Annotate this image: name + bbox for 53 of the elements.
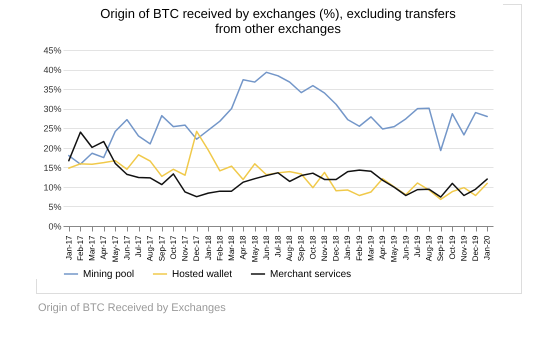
x-tick-label: Feb-17 — [76, 234, 85, 261]
x-tick-label: May-19 — [390, 234, 399, 262]
y-tick-label: 15% — [43, 162, 62, 173]
x-tick-label: Aug-19 — [424, 234, 434, 262]
x-tick-label: Sep-18 — [296, 234, 306, 262]
x-tick-label: Dec-18 — [332, 234, 341, 262]
x-tick-label: Apr-18 — [238, 234, 248, 260]
y-tick-label: 0% — [48, 222, 62, 232]
x-tick-label: Sep-17 — [157, 234, 166, 262]
x-tick-label: Apr-19 — [378, 234, 388, 260]
x-tick-label: Jan-17 — [64, 234, 74, 260]
y-tick-label: 45% — [43, 46, 62, 56]
x-tick-label: Jul-17 — [134, 234, 144, 258]
y-tick-label: 35% — [43, 84, 62, 95]
x-tick-label: Aug-18 — [285, 234, 294, 262]
x-tick-label: Oct-17 — [168, 234, 178, 260]
x-tick-label: Sep-19 — [436, 234, 446, 262]
x-tick-label: Jun-19 — [401, 234, 410, 260]
x-tick-label: Mar-19 — [366, 234, 376, 261]
x-tick-label: May-17 — [110, 234, 120, 262]
x-tick-label: Jul-18 — [274, 234, 282, 258]
y-tick-label: 30% — [43, 104, 62, 114]
x-tick-label: Jun-17 — [122, 234, 132, 260]
x-tick-label: Dec-17 — [192, 234, 202, 262]
legend-label: Mining pool — [83, 269, 134, 280]
x-tick-label: May-18 — [250, 234, 260, 262]
x-tick-label: Mar-18 — [227, 234, 236, 261]
y-tick-label: 10% — [43, 182, 62, 192]
x-tick-label: Feb-19 — [354, 234, 364, 261]
y-tick-label: 5% — [48, 202, 62, 212]
x-tick-label: Aug-17 — [146, 234, 155, 262]
x-tick-label: Jan-19 — [343, 234, 352, 260]
x-tick-label: Oct-19 — [448, 234, 457, 260]
x-tick-label: Jan-20 — [482, 234, 492, 260]
x-tick-label: Oct-18 — [308, 234, 318, 260]
y-tick-label: 25% — [43, 124, 62, 134]
legend-label: Hosted wallet — [172, 269, 232, 280]
y-tick-label: 40% — [43, 65, 62, 76]
text: Origin of BTC Received by Exchanges — [38, 302, 226, 314]
x-tick-label: Nov-17 — [180, 234, 190, 262]
chart-title: Origin of BTC received by exchanges (%), excluding transfers from other exchanges — [100, 6, 456, 36]
x-tick-label: Apr-17 — [99, 234, 108, 260]
y-tick-label: 20% — [43, 143, 62, 154]
x-tick-label: Jan-18 — [204, 234, 213, 260]
line-series — [68, 72, 488, 165]
x-tick-label: Jun-18 — [262, 234, 271, 260]
x-tick-label: Nov-19 — [459, 234, 468, 262]
x-tick-label: Feb-18 — [215, 234, 224, 261]
x-tick-label: Jul-19 — [412, 234, 422, 258]
legend-label: Merchant services — [270, 269, 352, 280]
x-tick-label: Dec-19 — [471, 234, 480, 262]
x-tick-label: Mar-17 — [88, 234, 97, 261]
x-tick-label: Nov-18 — [320, 234, 329, 262]
